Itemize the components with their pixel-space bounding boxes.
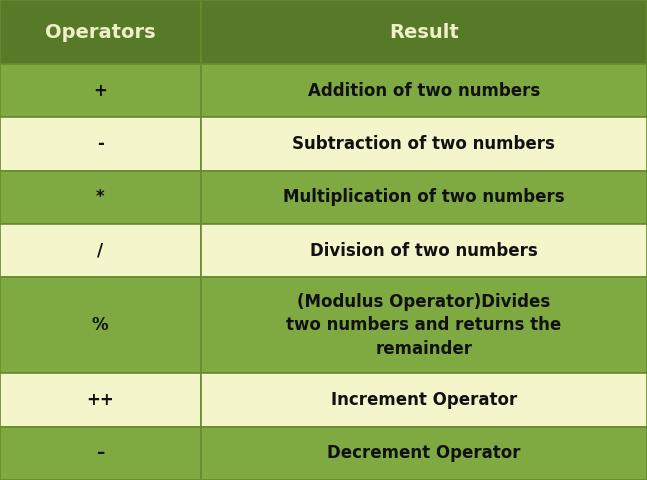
Bar — [0, 171, 201, 224]
Bar — [0, 427, 201, 480]
Bar — [0, 64, 201, 117]
Text: ++: ++ — [87, 391, 114, 409]
Text: *: * — [96, 188, 105, 206]
Bar — [0, 224, 201, 277]
Bar — [201, 0, 647, 64]
Text: /: / — [97, 241, 104, 260]
Text: Division of two numbers: Division of two numbers — [310, 241, 538, 260]
Text: Decrement Operator: Decrement Operator — [327, 444, 521, 462]
Bar — [201, 64, 647, 117]
Bar — [201, 117, 647, 171]
Text: Operators: Operators — [45, 23, 155, 41]
Bar — [0, 373, 201, 427]
Text: Result: Result — [389, 23, 459, 41]
Text: Increment Operator: Increment Operator — [331, 391, 517, 409]
Bar — [0, 277, 201, 373]
Text: Multiplication of two numbers: Multiplication of two numbers — [283, 188, 565, 206]
Bar — [201, 427, 647, 480]
Bar — [201, 373, 647, 427]
Text: -: - — [97, 135, 104, 153]
Text: –: – — [96, 444, 104, 462]
Text: Addition of two numbers: Addition of two numbers — [308, 82, 540, 100]
Text: %: % — [92, 316, 109, 335]
Bar — [201, 277, 647, 373]
Text: (Modulus Operator)Divides
two numbers and returns the
remainder: (Modulus Operator)Divides two numbers an… — [286, 293, 562, 358]
Bar — [201, 224, 647, 277]
Bar — [0, 117, 201, 171]
Text: +: + — [93, 82, 107, 100]
Text: Subtraction of two numbers: Subtraction of two numbers — [292, 135, 555, 153]
Bar — [201, 171, 647, 224]
Bar — [0, 0, 201, 64]
